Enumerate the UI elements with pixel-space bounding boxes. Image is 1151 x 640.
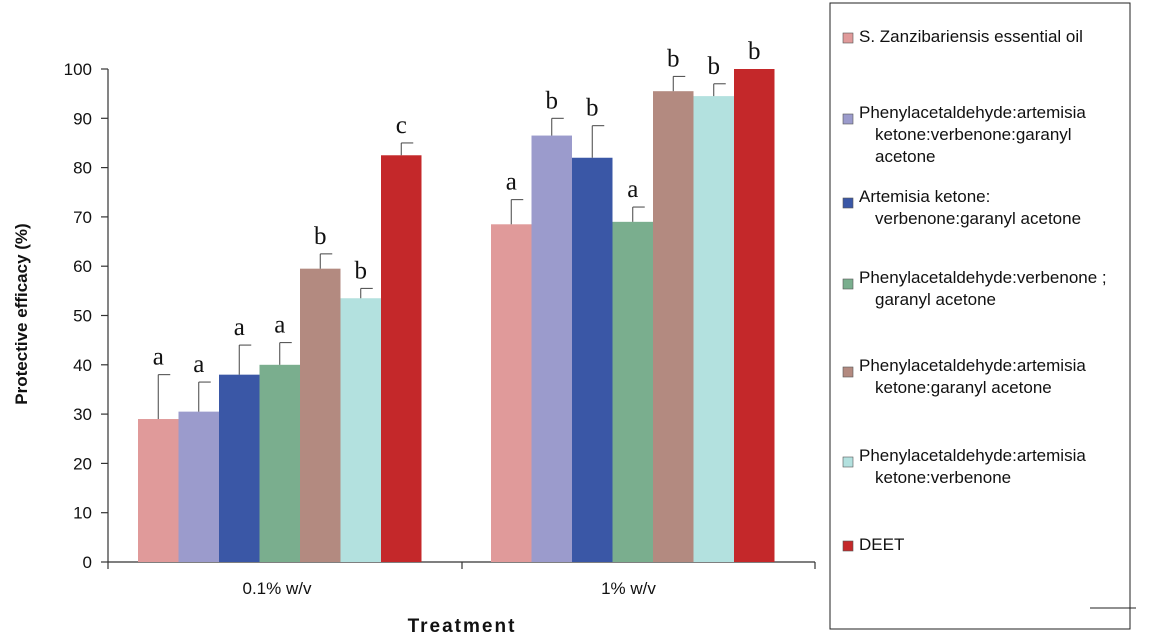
legend-label: Phenylacetaldehyde:artemisia	[859, 446, 1086, 465]
significance-letter: a	[234, 314, 245, 341]
bar	[734, 69, 775, 562]
significance-letter: a	[506, 169, 517, 196]
y-tick-label: 10	[73, 504, 92, 523]
bar	[612, 221, 653, 562]
y-tick-label: 30	[73, 405, 92, 424]
legend-label: ketone:garanyl acetone	[875, 378, 1052, 397]
significance-letter: b	[586, 95, 599, 122]
legend-label: Phenylacetaldehyde:artemisia	[859, 103, 1086, 122]
significance-letter: b	[708, 53, 721, 80]
significance-letter: b	[546, 87, 559, 114]
significance-letter: b	[314, 223, 327, 250]
bar	[381, 155, 422, 562]
significance-letter: a	[274, 312, 285, 339]
legend-label: verbenone:garanyl acetone	[875, 209, 1081, 228]
legend-swatch	[842, 540, 854, 552]
legend-swatch	[842, 456, 854, 468]
y-tick-label: 90	[73, 109, 92, 128]
significance-letter: a	[627, 176, 638, 203]
y-tick-label: 60	[73, 257, 92, 276]
legend-items: S. Zanzibariensis essential oil Phenylace…	[842, 27, 1107, 554]
bar	[219, 374, 260, 562]
bar	[693, 96, 734, 563]
legend-label: Artemisia ketone:	[859, 187, 990, 206]
significance-letter: a	[153, 344, 164, 371]
legend-swatch	[842, 197, 854, 209]
y-tick-label: 100	[64, 60, 92, 79]
y-tick-label: 0	[83, 553, 92, 572]
bars	[138, 69, 775, 563]
legend-swatch	[842, 278, 854, 290]
legend-swatch	[842, 32, 854, 44]
legend-label: Phenylacetaldehyde:verbenone ;	[859, 268, 1107, 287]
bar	[572, 157, 613, 563]
legend-label: ketone:verbenone	[875, 468, 1011, 487]
y-tick-label: 50	[73, 307, 92, 326]
legend-frame	[829, 2, 1131, 630]
bar	[178, 411, 219, 562]
x-tick-label: 0.1% w/v	[243, 579, 312, 598]
legend: S. Zanzibariensis essential oil Phenylace…	[829, 2, 1136, 630]
legend-label: acetone	[875, 147, 936, 166]
significance-letter: b	[667, 45, 680, 72]
bar	[138, 419, 179, 562]
significance-letter: a	[193, 351, 204, 378]
legend-label: garanyl acetone	[875, 290, 996, 309]
significance-letter: c	[396, 112, 407, 139]
x-axis-title: Treatment	[408, 616, 517, 637]
y-axis-title: Protective efficacy (%)	[12, 223, 31, 404]
axes: 0 10 20 30 40 50 60 70 80 90 100 0.1% w/v 1% w/v	[64, 60, 816, 598]
y-tick-label: 40	[73, 356, 92, 375]
bar	[531, 135, 572, 562]
legend-label: DEET	[859, 535, 904, 554]
bar	[653, 91, 694, 562]
bar	[259, 364, 300, 562]
significance-letter: b	[355, 257, 368, 284]
bar	[300, 268, 341, 562]
x-tick-label: 1% w/v	[601, 579, 656, 598]
y-tick-label: 20	[73, 454, 92, 473]
legend-swatch	[842, 113, 854, 125]
significance-letter: b	[748, 38, 761, 65]
y-tick-label: 70	[73, 208, 92, 227]
legend-label: S. Zanzibariensis essential oil	[859, 27, 1083, 46]
y-tick-label: 80	[73, 159, 92, 178]
legend-swatch	[842, 366, 854, 378]
legend-label: ketone:verbenone:garanyl	[875, 125, 1072, 144]
bar	[340, 298, 381, 562]
legend-label: Phenylacetaldehyde:artemisia	[859, 356, 1086, 375]
bar	[491, 224, 532, 563]
